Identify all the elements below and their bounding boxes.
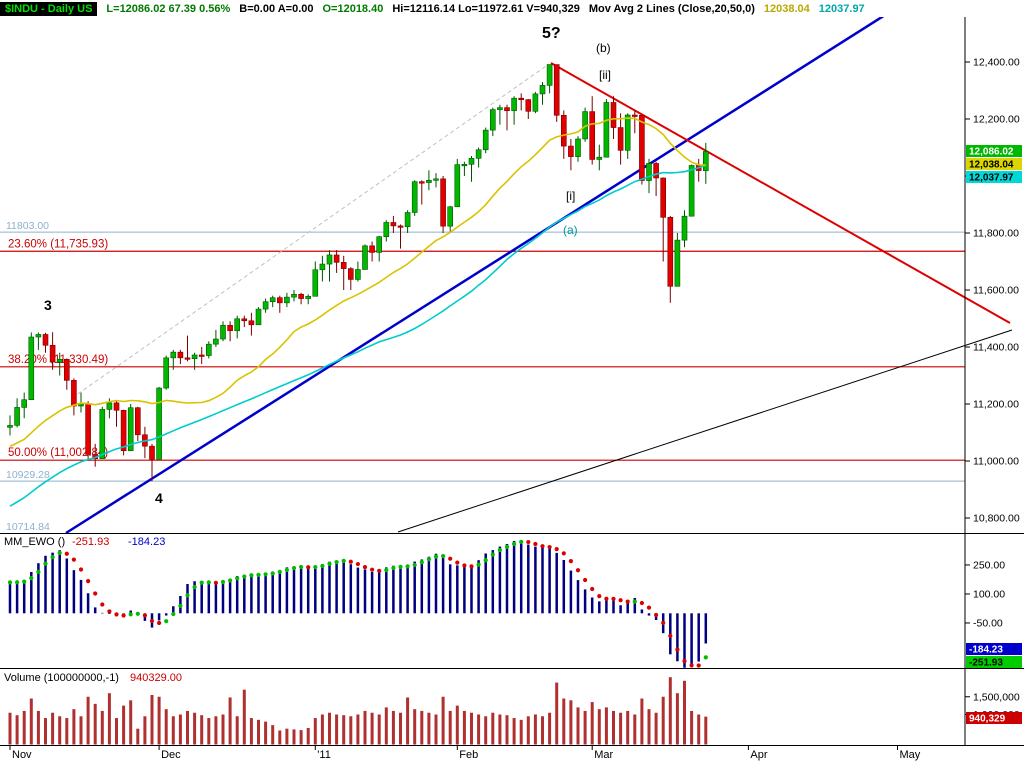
value-box — [966, 145, 1022, 157]
value-box — [966, 171, 1022, 183]
wave-label[interactable]: [i] — [566, 189, 575, 203]
ewo-panel: 250.00 100.00 -50.00 MM_EWO () -251.93 -184.2… — [4, 536, 1005, 668]
panel-separators — [0, 17, 1024, 746]
ma50-value: 12037.97 — [818, 2, 865, 15]
quote-bar: $INDU - Daily US L=12086.02 67.39 0.56% … — [0, 0, 1024, 17]
price-axis-label: 12,400.00 — [973, 57, 1020, 69]
value-box — [966, 656, 1022, 668]
volume-axis-label: 1,500,000 — [973, 691, 1020, 703]
candlestick-series — [7, 64, 709, 482]
wave-label[interactable]: (b) — [596, 41, 611, 55]
month-label: Feb — [459, 749, 478, 761]
price-axis-label: 11,000.00 — [973, 456, 1019, 468]
month-label: Apr — [750, 749, 767, 761]
wave-label[interactable]: 3 — [44, 297, 52, 313]
value-box-label: 12,086.02 — [969, 147, 1014, 158]
value-box-label: -251.93 — [969, 658, 1003, 669]
support-lines: 11803.00 10929.28 10714.84 — [0, 220, 965, 533]
value-box-label: -184.23 — [969, 645, 1003, 656]
ewo-title: MM_EWO () — [4, 536, 65, 548]
value-box — [966, 643, 1022, 655]
price-axis-label: 11,800.00 — [973, 228, 1019, 240]
wave-annotations: 3 4 5? (b) [ii] [i] (a) — [44, 25, 611, 506]
volume-value: 940329.00 — [130, 672, 182, 684]
trendline[interactable] — [71, 63, 550, 399]
value-box-label: 12,037.97 — [969, 173, 1014, 184]
open-quote: O=12018.40 — [322, 2, 384, 15]
indicator-label: Mov Avg 2 Lines (Close,20,50,0) — [588, 2, 755, 15]
support-level-label: 10929.28 — [6, 469, 50, 481]
ma20-value: 12038.04 — [763, 2, 810, 15]
last-quote: L=12086.02 67.39 0.56% — [106, 2, 231, 15]
volume-title: Volume (100000000,-1) — [4, 672, 119, 684]
value-box — [966, 712, 1022, 724]
x-axis: Nov Dec '11 Feb Mar Apr May — [9, 745, 921, 761]
support-level-label: 10714.84 — [6, 521, 50, 533]
wave-label[interactable]: (a) — [563, 223, 578, 237]
ewo-axis-label: 250.00 — [973, 559, 1005, 571]
trendlines — [65, 8, 1013, 535]
value-box — [966, 158, 1022, 170]
month-label: May — [900, 749, 921, 761]
price-axis-label: 10,800.00 — [973, 513, 1020, 525]
month-label: Nov — [12, 749, 32, 761]
price-axis-label: 11,200.00 — [973, 399, 1019, 411]
bid-ask: B=0.00 A=0.00 — [239, 2, 314, 15]
ewo-axis-label: 100.00 — [973, 588, 1005, 600]
value-box-label: 12,038.04 — [969, 160, 1014, 171]
month-label: Mar — [594, 749, 613, 761]
price-axis-label: 11,600.00 — [973, 285, 1019, 297]
ma50-line — [9, 164, 707, 507]
ma20-line — [9, 117, 706, 448]
symbol-chip[interactable]: $INDU - Daily US — [0, 1, 98, 16]
month-label: '11 — [317, 749, 331, 761]
wave-label[interactable]: [ii] — [599, 68, 611, 82]
month-label: Dec — [161, 749, 181, 761]
wave-label[interactable]: 4 — [155, 490, 163, 506]
price-axis-label: 11,400.00 — [973, 342, 1019, 354]
wave-label[interactable]: 5? — [542, 25, 561, 42]
ewo-value-1: -251.93 — [72, 536, 109, 548]
ewo-axis-label: -50.00 — [973, 617, 1003, 629]
price-axis: 12,400.0012,200.0012,000.0011,800.0011,6… — [965, 57, 1020, 525]
trendline[interactable] — [397, 329, 1013, 533]
fib-level-label: 23.60% (11,735.93) — [8, 238, 108, 250]
ewo-value-2: -184.23 — [128, 536, 165, 548]
value-box-label: 940,329 — [969, 714, 1006, 725]
trendline[interactable] — [65, 8, 894, 535]
fib-level-label: 50.00% (11,002.84) — [8, 447, 108, 459]
trendline[interactable] — [550, 62, 1011, 324]
price-axis-label: 12,200.00 — [973, 114, 1020, 126]
support-level-label: 11803.00 — [6, 220, 49, 232]
axis-value-boxes: 12,086.02 12,038.04 12,037.97 -184.23 -251.9… — [966, 145, 1022, 725]
hi-lo-volume: Hi=12116.14 Lo=11972.61 V=940,329 — [392, 2, 580, 15]
